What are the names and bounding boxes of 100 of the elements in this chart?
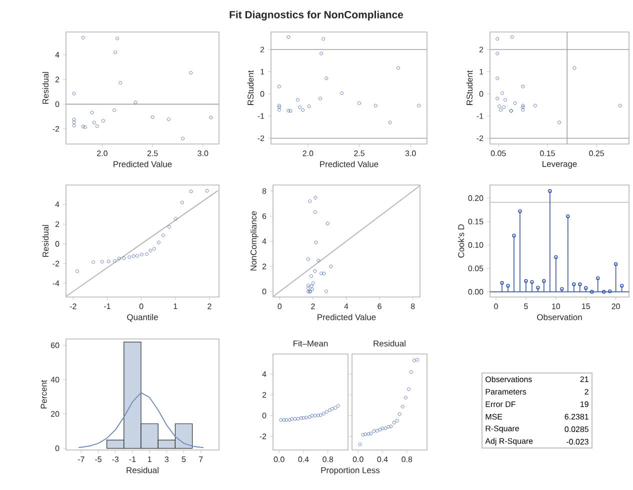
point xyxy=(506,284,510,288)
point xyxy=(358,442,362,446)
point xyxy=(590,290,594,294)
point xyxy=(166,118,170,121)
point xyxy=(81,124,85,128)
point xyxy=(316,414,320,418)
y-axis-title: RStudent xyxy=(466,70,473,105)
point xyxy=(174,217,178,220)
point xyxy=(81,36,85,40)
point xyxy=(504,98,507,102)
point xyxy=(372,429,376,433)
x-axis-title: Proportion Less xyxy=(321,466,380,475)
point xyxy=(510,35,514,39)
point xyxy=(140,252,144,256)
point xyxy=(302,416,306,420)
point xyxy=(521,108,525,112)
point xyxy=(306,257,310,261)
x-axis-title: Leverage xyxy=(542,160,577,169)
point xyxy=(560,287,564,291)
point xyxy=(554,255,558,260)
point xyxy=(536,286,540,290)
point xyxy=(361,433,365,437)
point xyxy=(320,52,323,56)
point xyxy=(282,418,286,422)
point xyxy=(122,256,126,260)
point xyxy=(112,108,116,112)
point xyxy=(584,286,588,290)
y-axis-title: Residual xyxy=(42,72,49,104)
point xyxy=(334,406,337,410)
chart-title: Fit Diagnostics for NonCompliance xyxy=(230,10,404,20)
point xyxy=(310,284,314,288)
point xyxy=(304,416,308,420)
point xyxy=(156,240,160,244)
point xyxy=(322,272,326,276)
point xyxy=(524,279,528,283)
point xyxy=(416,358,419,362)
point xyxy=(326,222,330,226)
point xyxy=(308,199,312,203)
x-axis-title: Predicted Value xyxy=(318,314,376,320)
point xyxy=(168,225,171,228)
point xyxy=(278,108,281,112)
point xyxy=(92,120,96,124)
point xyxy=(548,189,552,193)
x-axis-title: Residual xyxy=(126,466,158,474)
point xyxy=(521,105,525,109)
y-axis-title: Cook's D xyxy=(458,224,464,258)
point xyxy=(578,282,582,286)
point xyxy=(389,424,393,428)
point xyxy=(392,420,396,424)
point xyxy=(102,119,105,123)
point xyxy=(310,414,314,418)
point xyxy=(318,413,322,417)
point xyxy=(324,290,328,294)
point xyxy=(412,358,416,362)
point xyxy=(286,35,290,39)
point xyxy=(288,109,292,113)
point xyxy=(396,66,400,70)
point xyxy=(310,288,314,292)
point xyxy=(324,76,328,80)
point xyxy=(114,50,118,54)
point xyxy=(614,262,618,266)
point xyxy=(189,71,193,74)
point xyxy=(152,246,156,250)
point xyxy=(96,124,99,128)
point xyxy=(145,252,148,256)
point xyxy=(116,36,120,40)
x-axis-title: Predicted Value xyxy=(114,160,172,168)
point xyxy=(328,408,332,412)
point xyxy=(404,396,408,400)
line-series xyxy=(78,392,204,448)
point xyxy=(299,416,303,420)
point xyxy=(608,289,612,294)
point xyxy=(314,196,318,200)
y-axis-title: Residual xyxy=(42,225,49,257)
point xyxy=(409,370,413,374)
point xyxy=(72,124,76,128)
point xyxy=(330,407,334,410)
point xyxy=(400,404,404,408)
point xyxy=(136,254,139,258)
point xyxy=(500,92,504,95)
point xyxy=(558,120,561,124)
point xyxy=(602,290,606,294)
point xyxy=(100,260,104,264)
point xyxy=(113,259,116,263)
point xyxy=(310,274,313,278)
point xyxy=(290,417,294,421)
point xyxy=(322,37,326,41)
point xyxy=(284,418,288,422)
point xyxy=(308,415,312,419)
point xyxy=(518,209,522,214)
point xyxy=(358,101,361,105)
point xyxy=(313,414,317,418)
point xyxy=(117,256,121,260)
point xyxy=(374,104,378,108)
chart-title: Residual xyxy=(374,340,406,346)
point xyxy=(279,418,283,422)
x-axis-title: Predicted Value xyxy=(320,160,378,168)
point xyxy=(324,410,328,414)
chart-title: Fit–Mean xyxy=(294,340,328,346)
point xyxy=(306,290,310,294)
